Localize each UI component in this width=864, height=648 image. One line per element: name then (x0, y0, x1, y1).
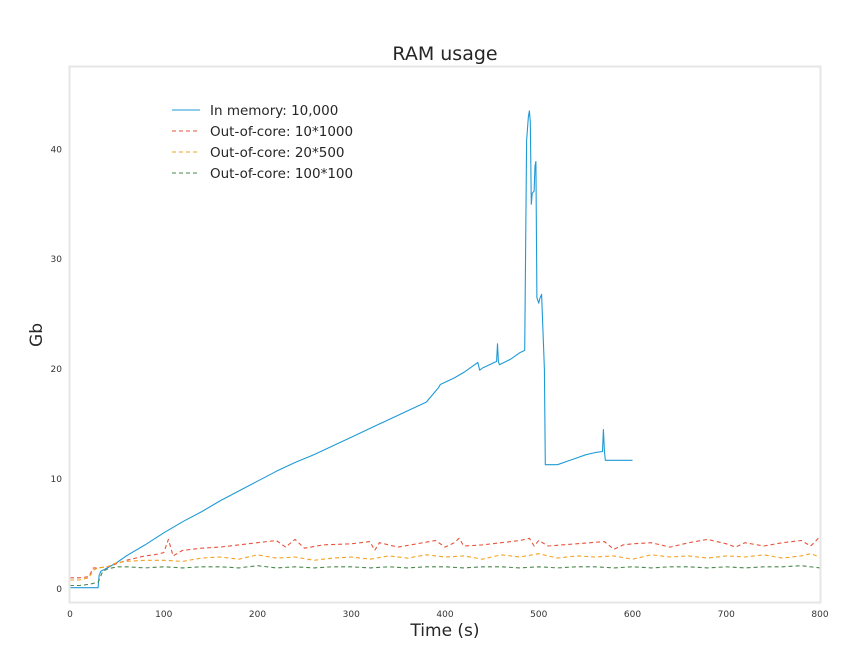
x-axis-label: Time (s) (409, 621, 479, 641)
x-tick-label: 0 (67, 610, 73, 620)
legend-entry-3: Out-of-core: 20*500 (210, 145, 345, 161)
series-line-1 (70, 110, 633, 589)
legend-entry-2: Out-of-core: 10*1000 (210, 124, 353, 140)
x-tick-label: 500 (530, 610, 547, 620)
y-axis-label: Gb (27, 323, 47, 347)
x-tick-label: 600 (624, 610, 641, 620)
x-tick-label: 800 (811, 610, 828, 620)
chart-title: RAM usage (392, 43, 497, 65)
x-tick-label: 700 (718, 610, 735, 620)
y-tick-label: 10 (51, 475, 63, 485)
x-tick-label: 400 (436, 610, 453, 620)
y-tick-label: 30 (51, 255, 63, 265)
ticks-layer: 0 100 200 300 400 500 600 700 800 0 10 20 30 40 (51, 145, 829, 620)
y-tick-label: 0 (56, 585, 62, 595)
plot-layer (70, 110, 821, 589)
series-line-4 (70, 565, 821, 587)
x-tick-label: 200 (249, 610, 266, 620)
plot-frame (68, 65, 822, 604)
y-tick-label: 20 (51, 365, 63, 375)
series-line-3 (70, 553, 821, 581)
y-tick-label: 40 (51, 145, 63, 155)
legend-entry-4: Out-of-core: 100*100 (210, 166, 353, 182)
x-tick-label: 300 (343, 610, 360, 620)
x-tick-label: 100 (155, 610, 172, 620)
legend-entry-1: In memory: 10,000 (210, 103, 338, 119)
legend: In memory: 10,000 Out-of-core: 10*1000 Out… (172, 103, 353, 182)
series-line-2 (70, 535, 821, 579)
